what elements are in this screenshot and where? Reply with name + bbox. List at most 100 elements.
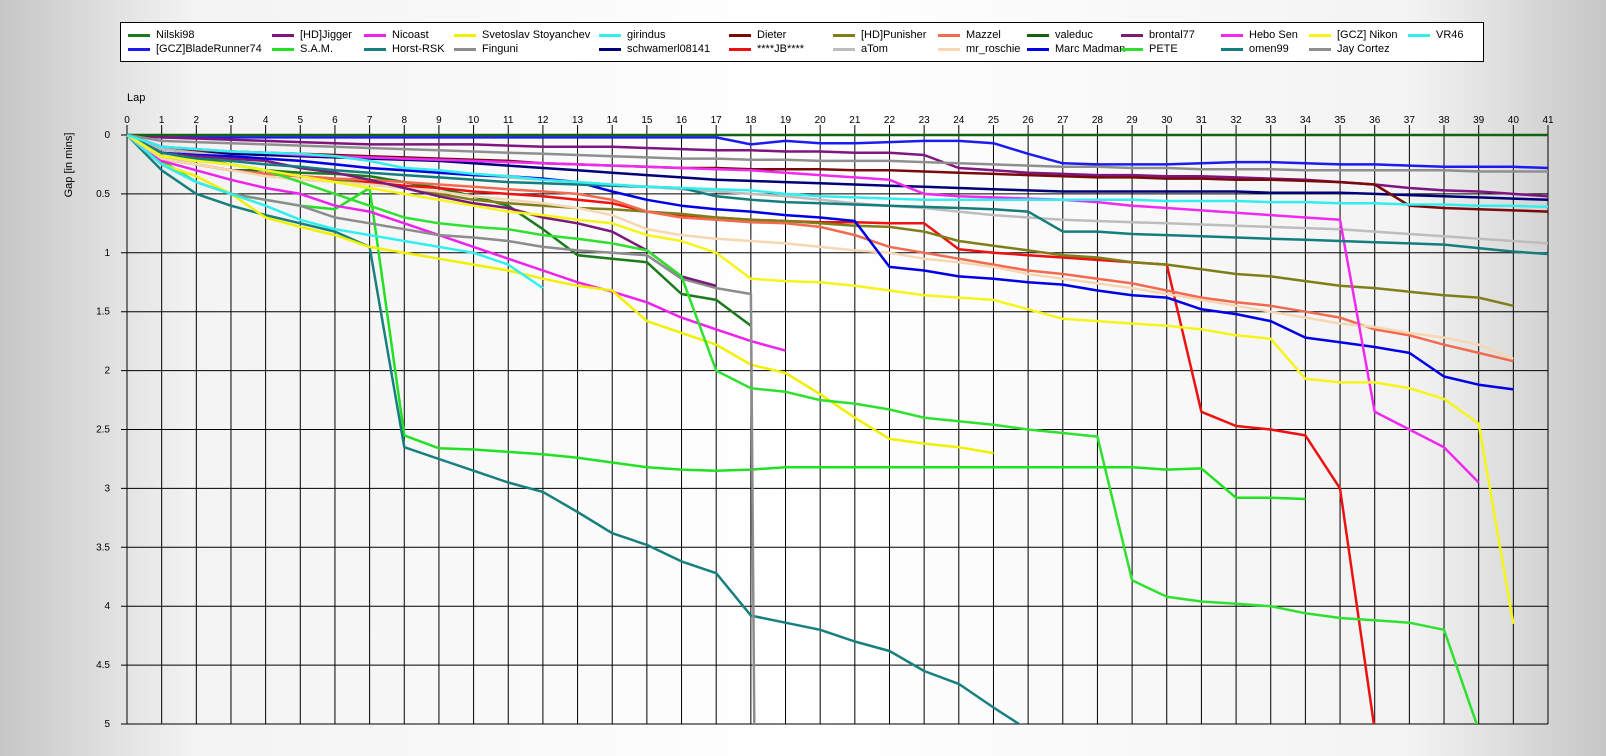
legend-label: girindus	[627, 29, 666, 41]
series-line-5	[126, 134, 1022, 724]
series-line-24	[126, 133, 1549, 209]
x-tick-label: 17	[711, 115, 723, 126]
x-tick-label: 32	[1231, 115, 1243, 126]
x-tick-label: 21	[849, 115, 861, 126]
x-tick-label: 5	[298, 115, 304, 126]
legend-swatch	[599, 34, 621, 37]
x-tick-label: 40	[1508, 115, 1520, 126]
x-tick-label: 41	[1542, 115, 1554, 126]
legend-swatch	[833, 48, 855, 51]
y-tick-label: 2	[104, 366, 110, 377]
legend-label: Nilski98	[156, 29, 195, 41]
legend-label: VR46	[1436, 29, 1464, 41]
x-tick-label: 39	[1473, 115, 1485, 126]
legend-label: omen99	[1249, 43, 1289, 55]
y-tick-label: 0	[104, 130, 110, 141]
legend-swatch	[1221, 48, 1243, 51]
legend-swatch	[938, 48, 960, 51]
legend-swatch	[364, 48, 386, 51]
legend-label: Mazzel	[966, 29, 1001, 41]
legend-swatch	[272, 34, 294, 37]
legend-swatch	[364, 34, 386, 37]
legend-swatch	[128, 34, 150, 37]
y-tick-label: 5	[104, 719, 110, 730]
legend-label: Svetoslav Stoyanchev	[482, 29, 591, 41]
series-line-20	[126, 133, 1480, 484]
series-line-4	[126, 133, 786, 352]
legend-swatch	[454, 34, 476, 37]
x-tick-label: 12	[537, 115, 549, 126]
legend-label: [GCZ] Nikon	[1337, 29, 1398, 41]
legend-swatch	[1027, 48, 1049, 51]
x-tick-label: 9	[436, 115, 442, 126]
legend-swatch	[938, 34, 960, 37]
legend-label: [GCZ]BladeRunner74	[156, 43, 262, 55]
axes: 0 1 2 3 4 5 6 7 8 9 10 11 12 13 14 15 16 17 18 19 20 21 22 23 24…	[96, 115, 1554, 730]
legend-label: Dieter	[757, 29, 787, 41]
legend-label: ****JB****	[757, 43, 805, 55]
x-tick-label: 34	[1300, 115, 1312, 126]
x-tick-label: 2	[194, 115, 200, 126]
grid	[121, 125, 1549, 725]
series-line-9	[126, 133, 1549, 202]
legend-label: PETE	[1149, 43, 1178, 55]
y-tick-label: 4	[104, 601, 110, 612]
x-tick-label: 22	[884, 115, 896, 126]
x-tick-label: 6	[332, 115, 338, 126]
x-tick-label: 27	[1057, 115, 1069, 126]
legend-label: Hebo Sen	[1249, 29, 1298, 41]
x-tick-label: 36	[1369, 115, 1381, 126]
legend-label: mr_roschie	[966, 43, 1021, 55]
legend-label: [HD]Jigger	[300, 29, 352, 41]
legend-swatch	[833, 34, 855, 37]
x-tick-label: 19	[780, 115, 792, 126]
series-line-17	[126, 133, 1514, 391]
x-axis-title: Lap	[127, 92, 145, 104]
x-tick-label: 10	[468, 115, 480, 126]
legend-swatch	[729, 48, 751, 51]
x-tick-label: 14	[607, 115, 619, 126]
legend-swatch	[729, 34, 751, 37]
x-tick-label: 24	[953, 115, 965, 126]
x-tick-label: 0	[124, 115, 130, 126]
series-line-8	[126, 134, 544, 290]
x-tick-label: 29	[1127, 115, 1139, 126]
legend-swatch	[128, 48, 150, 51]
legend-swatch	[1309, 48, 1331, 51]
series-line-15	[126, 133, 1514, 360]
x-tick-label: 38	[1438, 115, 1450, 126]
x-tick-label: 8	[401, 115, 407, 126]
chart-legend: Nilski98 [HD]Jigger Nicoast Svetoslav Stoya…	[120, 22, 1484, 62]
x-tick-label: 23	[919, 115, 931, 126]
legend-swatch	[1121, 34, 1143, 37]
y-tick-label: 1.5	[96, 307, 110, 318]
x-tick-label: 37	[1404, 115, 1416, 126]
x-tick-label: 11	[503, 115, 514, 126]
legend-label: Finguni	[482, 43, 519, 55]
series-line-3	[126, 133, 1306, 501]
x-tick-label: 28	[1092, 115, 1104, 126]
series-line-22	[126, 133, 1515, 625]
y-tick-label: 4.5	[96, 660, 110, 671]
x-tick-label: 18	[745, 115, 757, 126]
legend-label: valeduc	[1055, 29, 1093, 41]
x-tick-label: 20	[815, 115, 827, 126]
legend-label: Nicoast	[392, 29, 429, 41]
legend-label: Jay Cortez	[1337, 43, 1390, 55]
series-line-19	[126, 133, 1478, 724]
legend-swatch	[1027, 34, 1049, 37]
x-tick-label: 13	[572, 115, 584, 126]
legend-swatch	[272, 48, 294, 51]
y-tick-label: 0.5	[96, 189, 110, 200]
legend-swatch	[1221, 34, 1243, 37]
series-line-14	[126, 133, 1514, 363]
series-line-1	[126, 133, 1549, 170]
y-axis-title: Gap [in mins]	[63, 133, 75, 198]
series-line-21	[126, 133, 1549, 256]
legend-label: schwamerl08141	[627, 43, 711, 55]
x-tick-label: 16	[676, 115, 688, 126]
legend-label: Marc Madman	[1055, 43, 1126, 55]
legend-swatch	[454, 48, 476, 51]
legend-label: Horst-RSK	[392, 43, 445, 55]
